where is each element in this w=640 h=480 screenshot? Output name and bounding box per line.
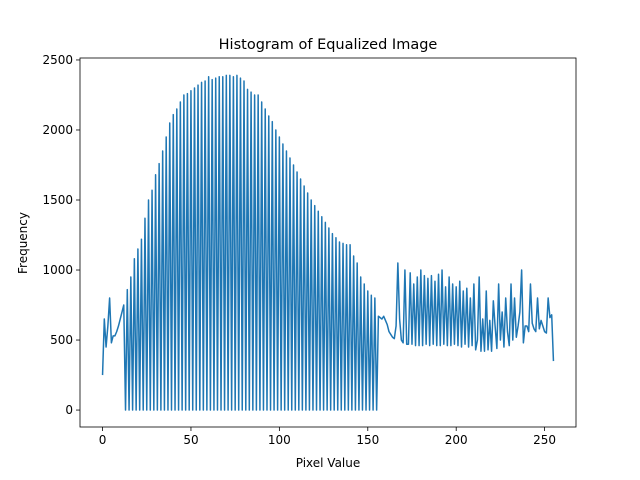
y-tick-label: 1500 bbox=[42, 193, 73, 207]
x-tick-label: 0 bbox=[99, 433, 107, 447]
x-axis-label: Pixel Value bbox=[296, 456, 361, 470]
x-tick-label: 150 bbox=[356, 433, 379, 447]
y-tick-label: 2000 bbox=[42, 123, 73, 137]
x-tick-label: 100 bbox=[268, 433, 291, 447]
y-tick-label: 2500 bbox=[42, 53, 73, 67]
plot-frame bbox=[79, 57, 577, 428]
y-tick-label: 0 bbox=[65, 403, 73, 417]
y-axis-label: Frequency bbox=[16, 212, 30, 274]
y-tick-label: 500 bbox=[50, 333, 73, 347]
x-tick-label: 200 bbox=[445, 433, 468, 447]
x-tick-label: 250 bbox=[533, 433, 556, 447]
x-tick-label: 50 bbox=[183, 433, 198, 447]
y-tick-label: 1000 bbox=[42, 263, 73, 277]
data-line bbox=[101, 74, 555, 411]
chart-title: Histogram of Equalized Image bbox=[219, 37, 438, 53]
